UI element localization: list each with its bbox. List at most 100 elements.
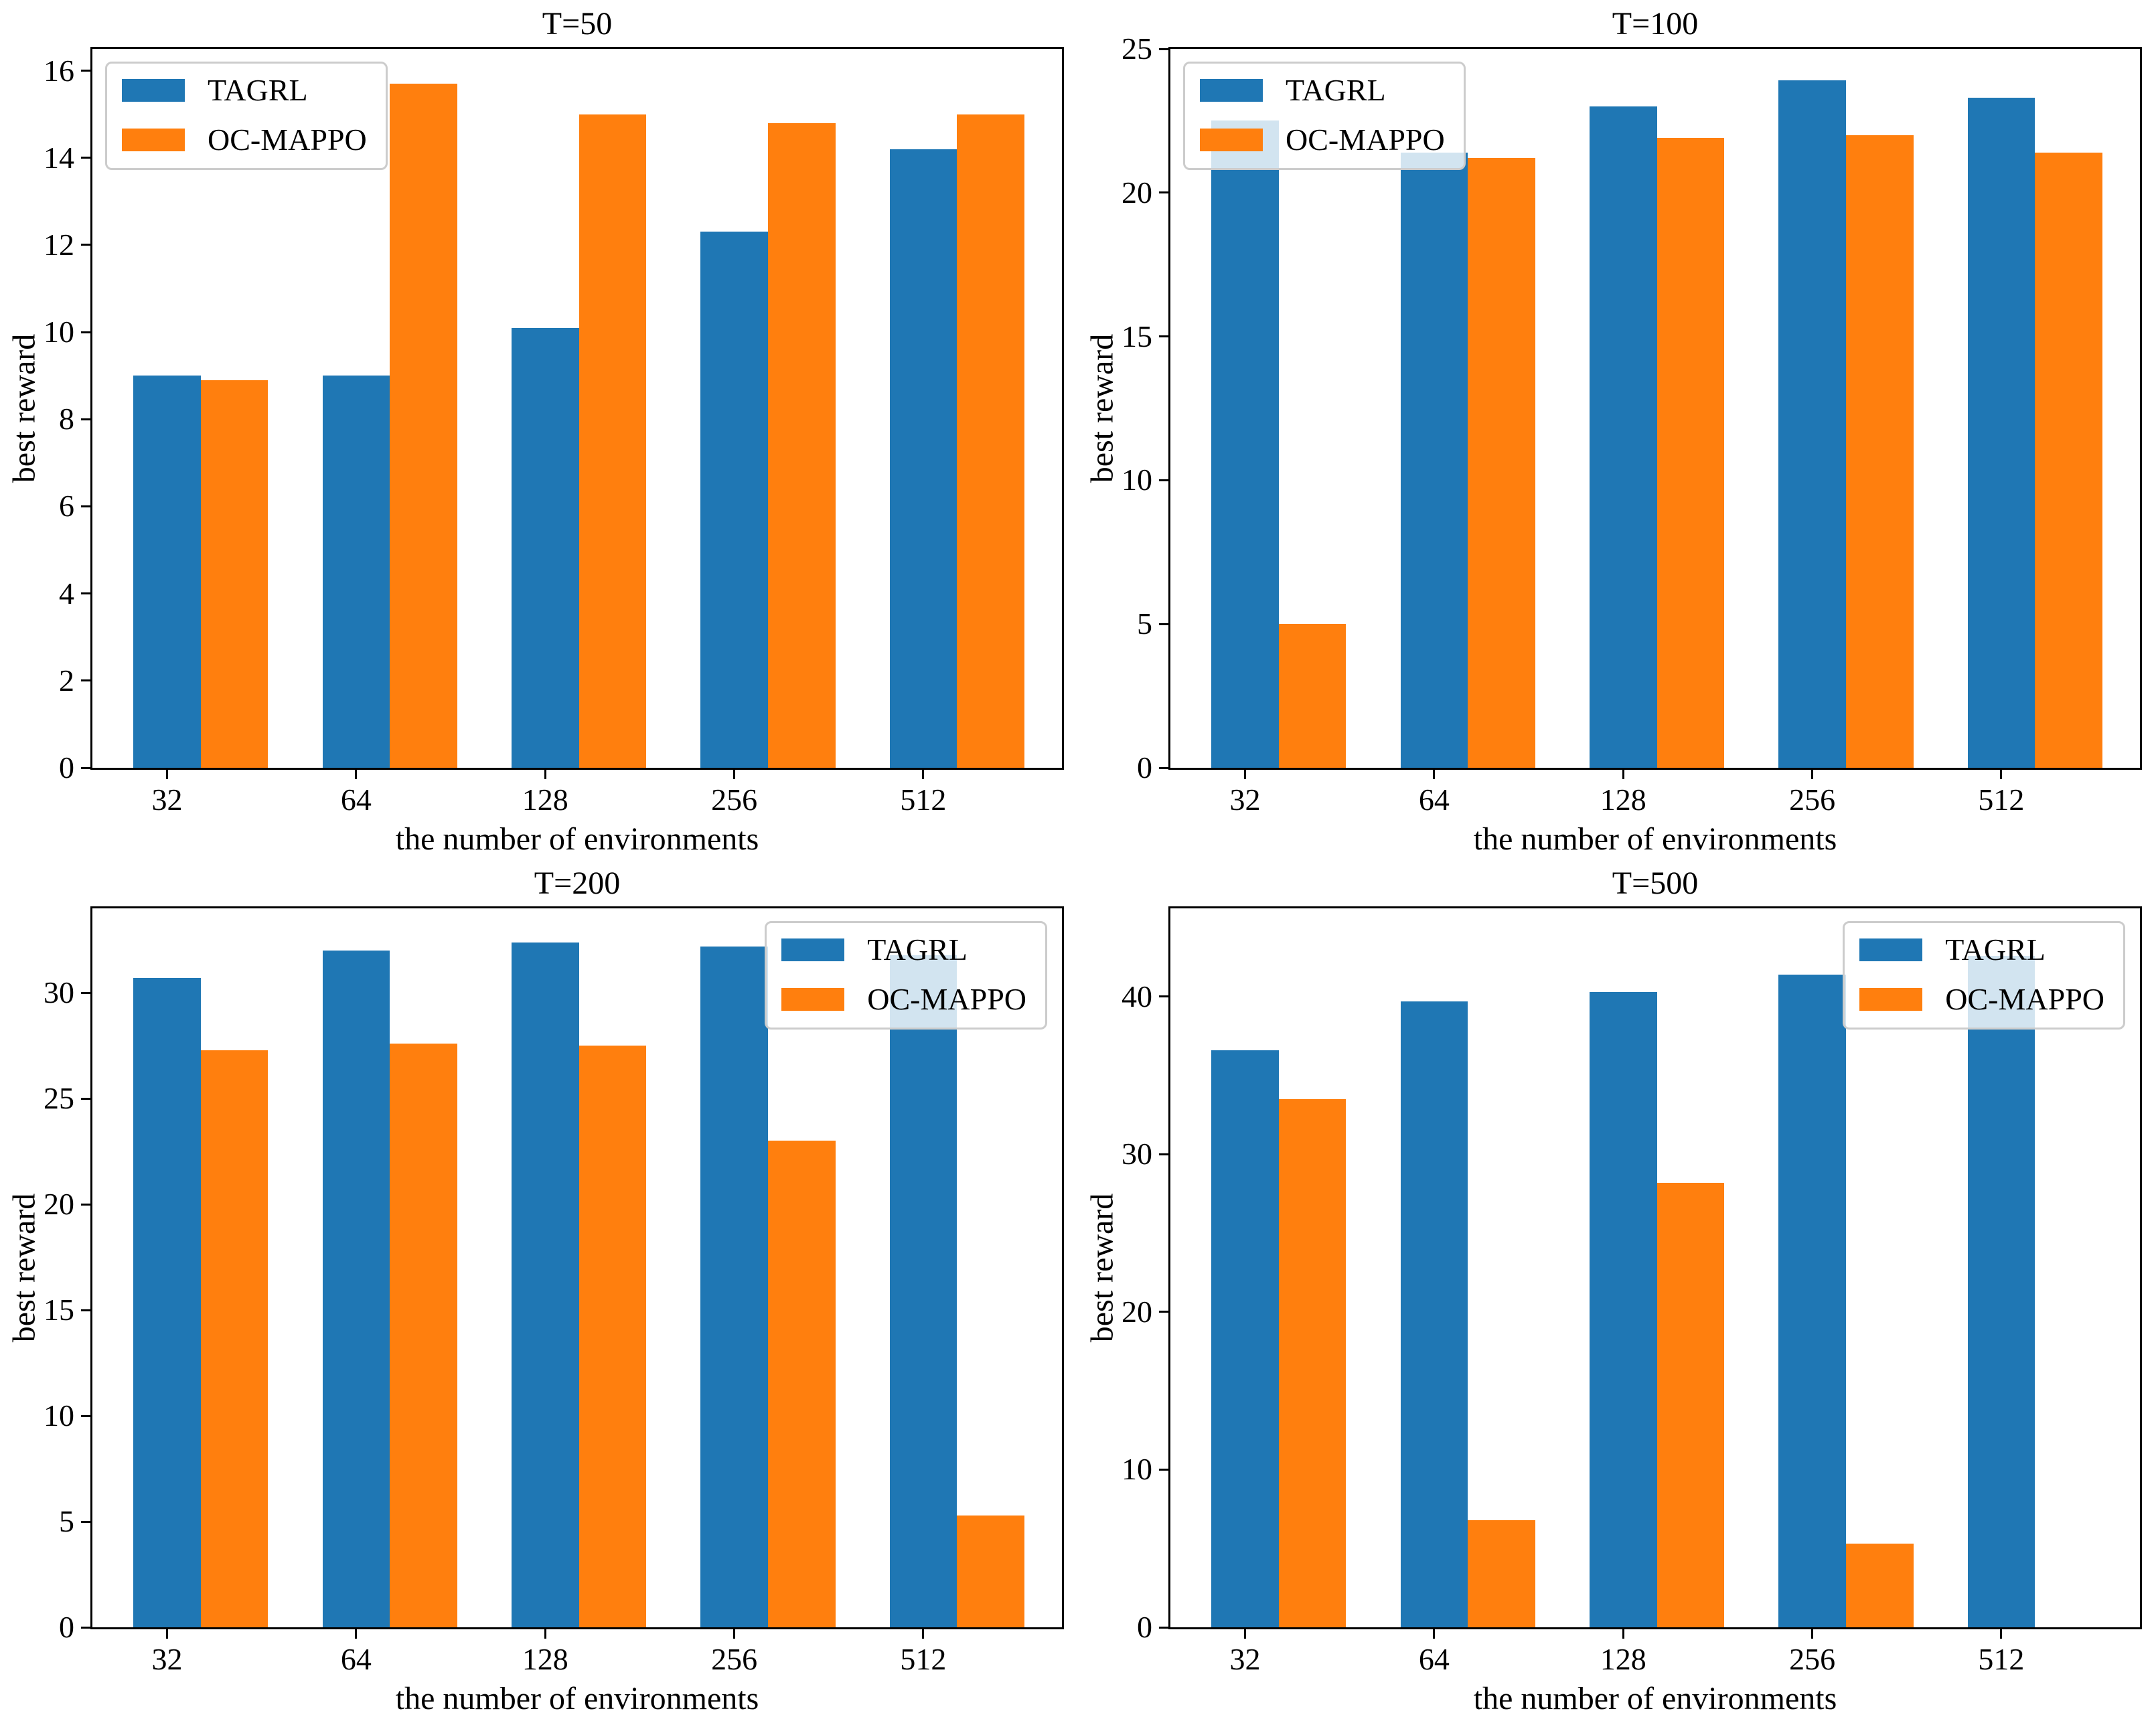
bar-oc-mappo-512	[2035, 152, 2102, 768]
y-tick-mark	[81, 991, 90, 994]
x-tick-mark	[1811, 770, 1814, 779]
y-axis-label: best reward	[1084, 1193, 1120, 1343]
bar-oc-mappo-256	[1845, 135, 1914, 768]
chart-t500: T=500 best reward 0 10 20 30 40 32 64 128 256 512…	[1078, 860, 2156, 1719]
x-tick-label: 512	[1978, 783, 2025, 817]
y-tick-label: 40	[1122, 979, 1152, 1013]
x-tick-mark	[355, 770, 358, 779]
y-tick-label: 16	[44, 53, 74, 88]
x-tick-mark	[1243, 770, 1246, 779]
y-tick-label: 0	[1137, 750, 1152, 785]
y-tick-mark	[81, 766, 90, 769]
y-tick-label: 25	[44, 1081, 74, 1116]
legend-item-tagrl: TAGRL	[781, 934, 1026, 965]
x-tick-label: 32	[1229, 783, 1261, 817]
y-tick-mark	[81, 1097, 90, 1100]
y-tick-mark	[1159, 623, 1168, 625]
bar-tagrl-512	[889, 955, 957, 1627]
bar-oc-mappo-32	[200, 1050, 268, 1627]
x-tick-mark	[165, 770, 168, 779]
bar-oc-mappo-256	[767, 1141, 836, 1627]
x-tick-mark	[922, 1629, 925, 1639]
y-tick-mark	[1159, 1626, 1168, 1629]
plot-area: 0 10 20 30 40 32 64 128 256 512 TAGRL OC-MAPPO	[1122, 906, 2142, 1675]
x-tick-label: 512	[900, 783, 947, 817]
chart-title: T=500	[1612, 866, 1699, 901]
bar-tagrl-64	[1400, 1001, 1468, 1627]
x-tick-mark	[544, 770, 546, 779]
chart-t200: T=200 best reward 0 5 10 15 20 25 30 32 64 128 256…	[0, 860, 1078, 1719]
legend-item-oc-mappo: OC-MAPPO	[1200, 125, 1445, 155]
legend-swatch-tagrl	[1200, 79, 1263, 102]
legend-swatch-oc-mappo	[1200, 129, 1263, 151]
plot-area: 0 5 10 15 20 25 32 64 128 256 512 TAGRL OC-MAPPO	[1122, 33, 2142, 815]
y-tick-mark	[81, 157, 90, 159]
x-tick-label: 64	[1418, 1642, 1450, 1676]
y-tick-mark	[1159, 1468, 1168, 1471]
y-tick-label: 5	[59, 1504, 74, 1539]
x-axis-label: the number of environments	[395, 1681, 759, 1716]
bar-tagrl-256	[700, 946, 768, 1627]
legend-label: TAGRL	[1945, 932, 2046, 967]
legend: TAGRL OC-MAPPO	[765, 921, 1047, 1030]
y-tick-label: 10	[1122, 463, 1152, 497]
bar-oc-mappo-64	[390, 1044, 457, 1627]
legend-swatch-tagrl	[122, 79, 185, 102]
legend-item-tagrl: TAGRL	[1200, 75, 1445, 106]
y-tick-mark	[81, 331, 90, 333]
y-tick-label: 15	[44, 1293, 74, 1327]
chart-t50: T=50 best reward 0 2 4 6 8 10 12 14 16 32 64 128 256…	[0, 0, 1078, 860]
legend-label: TAGRL	[867, 932, 968, 967]
y-tick-mark	[1159, 766, 1168, 769]
bar-tagrl-32	[133, 376, 201, 768]
legend-label: OC-MAPPO	[1945, 982, 2104, 1016]
y-tick-mark	[1159, 191, 1168, 194]
y-tick-mark	[81, 679, 90, 682]
bar-oc-mappo-32	[1278, 1099, 1346, 1627]
y-tick-mark	[81, 1309, 90, 1311]
bar-oc-mappo-256	[1845, 1544, 1914, 1627]
y-tick-label: 20	[44, 1187, 74, 1222]
bar-tagrl-32	[1211, 1050, 1279, 1627]
x-tick-label: 128	[1600, 1642, 1646, 1676]
x-tick-mark	[733, 770, 736, 779]
x-tick-mark	[355, 1629, 358, 1639]
legend: TAGRL OC-MAPPO	[105, 62, 388, 170]
bar-oc-mappo-128	[1657, 138, 1725, 768]
y-tick-mark	[81, 1414, 90, 1417]
bar-tagrl-256	[700, 232, 768, 768]
bar-tagrl-512	[1967, 955, 2035, 1627]
y-axis-label: best reward	[1084, 333, 1120, 483]
bar-oc-mappo-256	[767, 122, 836, 768]
y-axis-label: best reward	[6, 333, 42, 483]
y-tick-mark	[81, 70, 90, 72]
bar-oc-mappo-512	[957, 1515, 1024, 1627]
legend-item-tagrl: TAGRL	[122, 75, 367, 106]
bar-tagrl-256	[1778, 974, 1846, 1627]
bar-oc-mappo-128	[579, 1046, 647, 1627]
y-tick-mark	[1159, 1153, 1168, 1155]
bar-tagrl-32	[1211, 120, 1279, 768]
legend-label: OC-MAPPO	[1286, 122, 1445, 157]
x-tick-label: 256	[1789, 783, 1836, 817]
x-tick-label: 64	[340, 1642, 372, 1676]
legend-item-tagrl: TAGRL	[1859, 934, 2104, 965]
x-tick-label: 64	[340, 783, 372, 817]
y-tick-label: 0	[59, 750, 74, 785]
y-tick-mark	[81, 1520, 90, 1523]
y-tick-mark	[81, 244, 90, 246]
y-tick-label: 0	[1137, 1610, 1152, 1644]
y-tick-mark	[81, 1626, 90, 1629]
legend-label: TAGRL	[208, 73, 308, 107]
bar-tagrl-128	[511, 327, 579, 768]
x-tick-label: 128	[522, 1642, 568, 1676]
legend-swatch-oc-mappo	[122, 129, 185, 151]
x-tick-label: 256	[1789, 1642, 1836, 1676]
y-tick-label: 15	[1122, 319, 1152, 353]
y-tick-mark	[81, 505, 90, 507]
bar-oc-mappo-64	[1468, 158, 1535, 768]
y-tick-label: 10	[44, 315, 74, 349]
legend-item-oc-mappo: OC-MAPPO	[1859, 984, 2104, 1015]
bar-tagrl-64	[322, 376, 390, 768]
chart-title: T=200	[534, 866, 621, 901]
